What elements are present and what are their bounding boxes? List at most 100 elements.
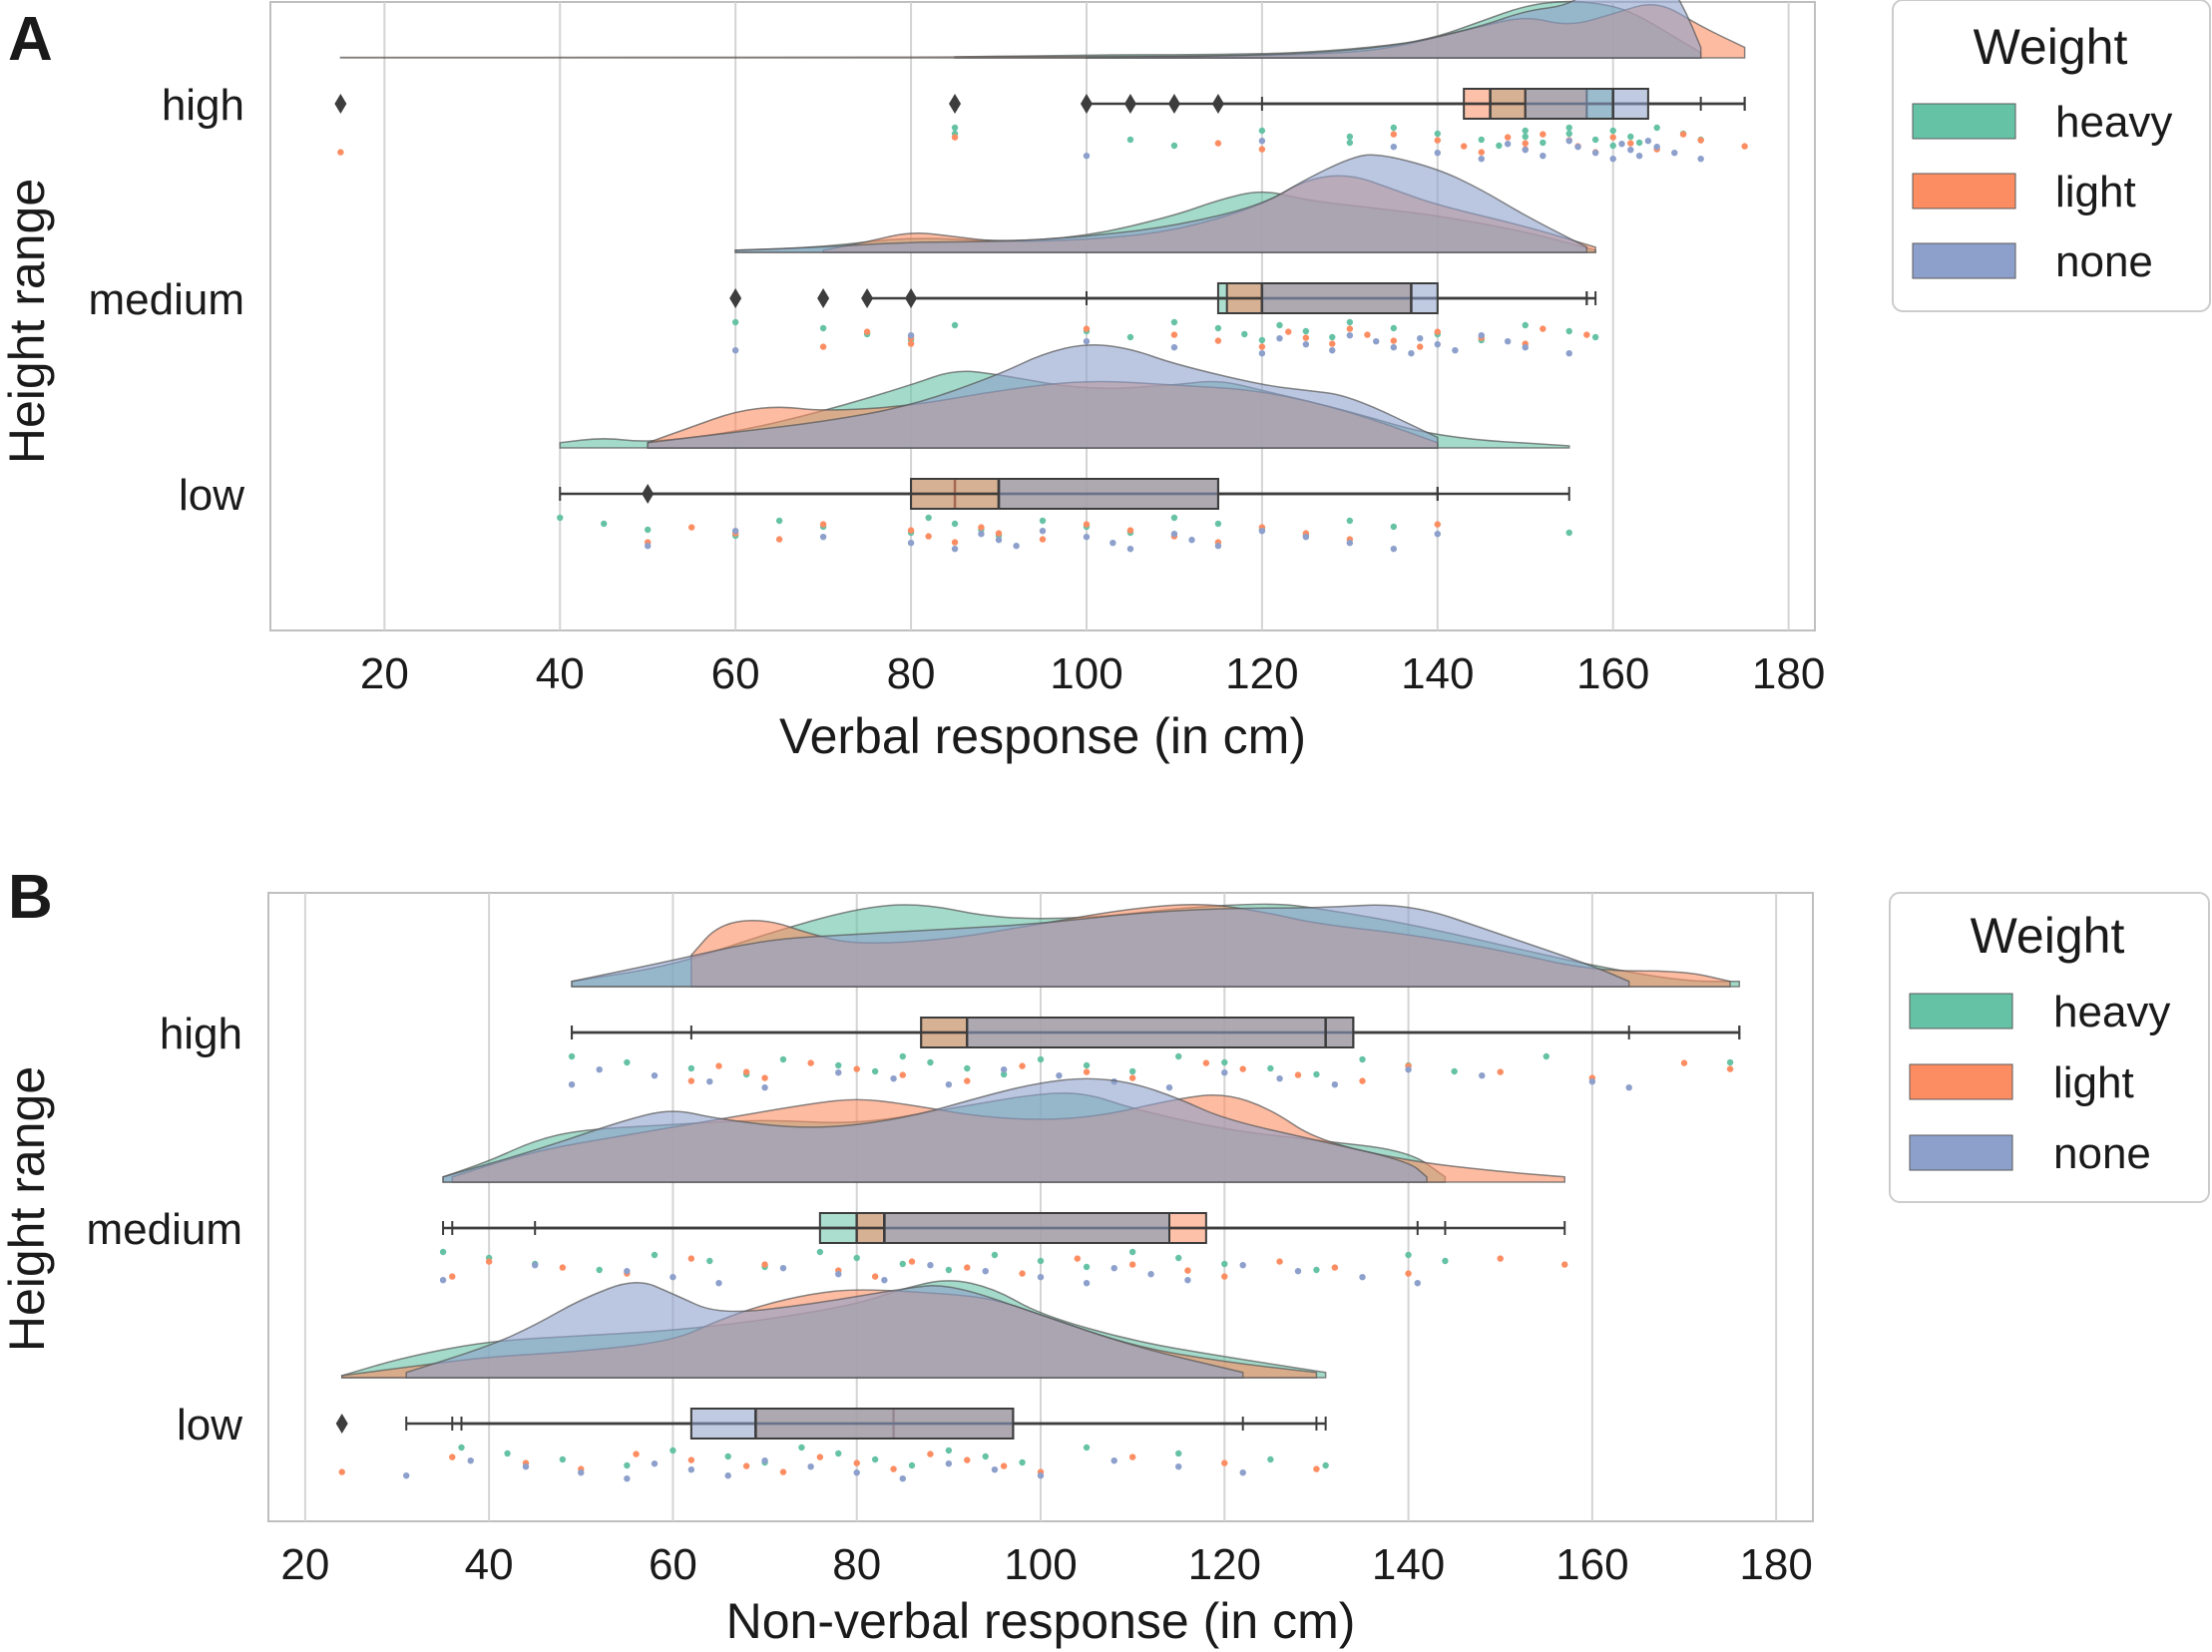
panel-b-low-point-heavy (1019, 1458, 1026, 1466)
panel-b-low-point-light (687, 1456, 695, 1463)
panel-b-high-point-heavy (1359, 1055, 1366, 1063)
panel-b-low-point-heavy (835, 1449, 842, 1457)
panel-b-x-tick-label: 20 (280, 1540, 329, 1589)
panel-a: A 20 40 60 80 100 120 140 160 180 highmediumlow … (0, 0, 2211, 764)
panel-a-low-point-none (1434, 531, 1441, 538)
panel-a-y-category-label: high (162, 81, 244, 130)
panel-b-legend-label-light: light (2053, 1058, 2134, 1107)
panel-a-legend-label-none: none (2055, 237, 2153, 286)
panel-b-medium-point-light (908, 1258, 916, 1265)
panel-b-high-point-none (1331, 1081, 1339, 1088)
panel-a-legend-title: Weight (1974, 19, 2128, 75)
panel-a-low-point-light (951, 539, 959, 546)
panel-b-low-point-heavy (1083, 1444, 1091, 1451)
panel-b-medium-point-light (964, 1264, 971, 1271)
panel-b-medium-point-light (1331, 1264, 1339, 1271)
panel-a-medium-point-heavy (1126, 333, 1134, 341)
panel-a-medium-point-light (1417, 343, 1424, 350)
panel-b-medium-point-none (1184, 1277, 1191, 1284)
panel-a-x-tick-label: 180 (1752, 649, 1825, 698)
panel-a-high-density-none (1086, 0, 1702, 59)
panel-b-low-point-heavy (559, 1455, 567, 1463)
panel-b-legend-label-none: none (2053, 1129, 2151, 1178)
panel-a-data-marks (334, 0, 1748, 553)
panel-a-medium-point-none (1373, 338, 1380, 345)
panel-a-low-point-heavy (1039, 517, 1047, 525)
panel-a-medium-point-heavy (1276, 321, 1283, 329)
panel-a-low-point-none (1126, 546, 1134, 553)
panel-b-high-point-light (742, 1068, 750, 1075)
panel-a-medium-point-light (1329, 340, 1336, 347)
panel-b-low-point-light (633, 1450, 640, 1457)
panel-b-high-point-none (1165, 1084, 1173, 1091)
panel-b-medium-point-heavy (1442, 1257, 1449, 1265)
panel-b-y-category-label: low (177, 1401, 242, 1449)
panel-a-low-box-none (998, 478, 1219, 510)
panel-b-high-point-light (1680, 1059, 1688, 1066)
panel-b-medium-point-none (927, 1262, 934, 1269)
panel-a-high-box-none (1524, 88, 1649, 120)
panel-a-high-point-light (337, 149, 344, 156)
panel-b-high-point-heavy (624, 1058, 631, 1066)
panel-a-medium-point-none (1522, 344, 1529, 351)
panel-b-high-point-none (596, 1066, 603, 1073)
panel-a-low-point-none (1214, 543, 1222, 550)
panel-b-medium-point-light (485, 1258, 493, 1265)
panel-b-high-point-light (899, 1071, 906, 1078)
panel-b-low-point-none (467, 1457, 474, 1464)
panel-b-low-point-none (624, 1475, 631, 1482)
panel-b-high-point-light (1019, 1062, 1026, 1069)
panel-b-medium-point-heavy (991, 1251, 999, 1259)
panel-b-x-tick-label: 120 (1188, 1540, 1261, 1589)
panel-a-x-tick-label: 160 (1576, 649, 1649, 698)
panel-a-high-point-none (1697, 156, 1704, 163)
panel-a-high-point-light (1478, 149, 1485, 156)
panel-a-x-tick-label: 80 (887, 649, 936, 698)
panel-a-low-point-light (978, 524, 985, 531)
panel-b-legend: Weight heavy light none (1889, 892, 2210, 1203)
panel-b-x-axis-label: Non-verbal response (in cm) (726, 1593, 1356, 1649)
panel-b-medium-point-none (669, 1274, 676, 1281)
panel-b-medium-point-none (624, 1268, 631, 1275)
panel-b-high-point-none (651, 1072, 659, 1079)
panel-b-high-point-light (761, 1074, 768, 1081)
panel-a-medium-point-light (1540, 325, 1547, 332)
panel-a-medium-point-light (1258, 343, 1266, 350)
panel-b-letter: B (8, 863, 53, 932)
panel-a-low-point-heavy (925, 514, 932, 522)
panel-a-high-point-heavy (1496, 142, 1503, 150)
panel-a-high-point-light (1679, 131, 1687, 138)
panel-a-legend: Weight heavy light none (1892, 0, 2211, 312)
panel-a-high-point-heavy (1126, 136, 1134, 144)
panel-b-high-point-none (1000, 1066, 1008, 1073)
panel-a-low-point-none (907, 540, 915, 547)
panel-a-low-point-light (907, 527, 915, 534)
panel-a-medium-point-heavy (1591, 333, 1599, 341)
panel-b-low-point-none (687, 1466, 695, 1473)
panel-b-medium-point-none (1147, 1271, 1154, 1278)
panel-b-medium-point-heavy (706, 1257, 713, 1265)
panel-b-y-category-labels: high medium low (87, 1010, 243, 1449)
panel-b-medium-point-none (439, 1277, 447, 1284)
panel-a-high-point-heavy (1627, 133, 1634, 141)
panel-a-medium-point-light (1083, 325, 1091, 332)
panel-a-low-point-light (1434, 521, 1441, 528)
panel-b-high-point-heavy (1128, 1067, 1136, 1075)
panel-a-high-point-heavy (1522, 133, 1529, 141)
panel-a-high-point-heavy (1434, 130, 1441, 138)
panel-b-high-point-heavy (1175, 1052, 1182, 1060)
panel-a-low-point-none (1188, 537, 1195, 544)
panel-a-medium-point-heavy (819, 324, 827, 332)
panel-b-low-point-light (1000, 1462, 1008, 1469)
panel-a-low-point-none (819, 534, 827, 541)
panel-b-low-point-heavy (724, 1452, 731, 1460)
panel-b-low-point-heavy (458, 1444, 465, 1451)
panel-b-low-point-none (1175, 1463, 1182, 1470)
panel-a-high-point-none (1434, 150, 1441, 157)
panel-a-medium-point-none (1478, 332, 1485, 339)
panel-a-high-point-light (1214, 140, 1222, 147)
panel-a-y-category-label: low (179, 471, 244, 520)
panel-b-x-tick-label: 40 (465, 1540, 514, 1589)
panel-a-low-point-none (1170, 531, 1178, 538)
panel-a-high-point-none (1390, 144, 1398, 151)
